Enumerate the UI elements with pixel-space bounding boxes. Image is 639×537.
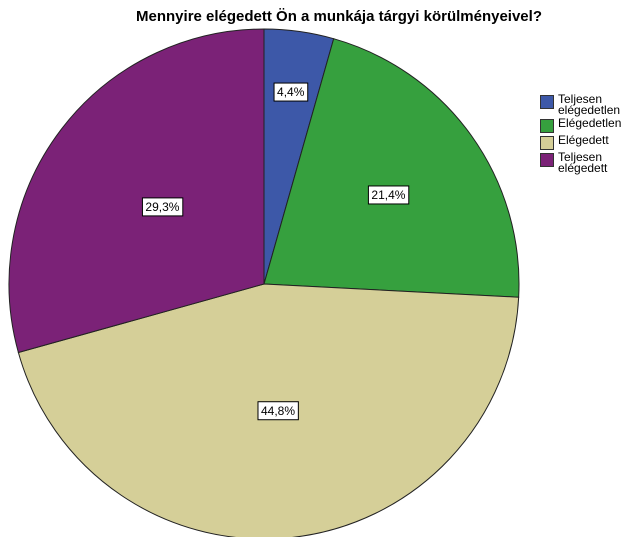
legend-swatch	[540, 153, 554, 167]
data-label-box	[273, 82, 309, 102]
legend-item: Elégedetlen	[540, 116, 628, 133]
data-label-box	[367, 185, 410, 205]
legend-label: Elégedett	[558, 133, 609, 147]
data-label: 29,3%	[141, 197, 184, 217]
data-label: 44,8%	[257, 401, 299, 421]
data-label-text: 4,4%	[277, 85, 305, 99]
legend-item: Teljesen elégedetlen	[540, 92, 628, 117]
data-label-box	[141, 197, 184, 217]
data-label: 4,4%	[273, 82, 309, 102]
pie-slice	[8, 28, 265, 354]
data-label-text: 44,8%	[261, 404, 295, 418]
chart-title: Mennyire elégedett Ön a munkája tárgyi k…	[136, 8, 542, 25]
legend-swatch	[540, 95, 554, 109]
pie-slice	[263, 38, 520, 298]
legend-swatch	[540, 119, 554, 133]
legend-item: Elégedett	[540, 133, 628, 150]
legend-item: Teljesen elégedett	[540, 150, 628, 175]
legend: Teljesen elégedetlen Elégedetlen Elégedett…	[540, 92, 628, 176]
legend-label: Elégedetlen	[558, 116, 622, 130]
legend-label: Teljesen elégedetlen	[558, 92, 621, 117]
data-label-text: 21,4%	[371, 188, 405, 202]
legend-swatch	[540, 136, 554, 150]
legend-label: Teljesen elégedett	[558, 150, 608, 175]
data-label-text: 29,3%	[145, 200, 179, 214]
data-label-box	[257, 401, 299, 421]
data-label: 21,4%	[367, 185, 410, 205]
